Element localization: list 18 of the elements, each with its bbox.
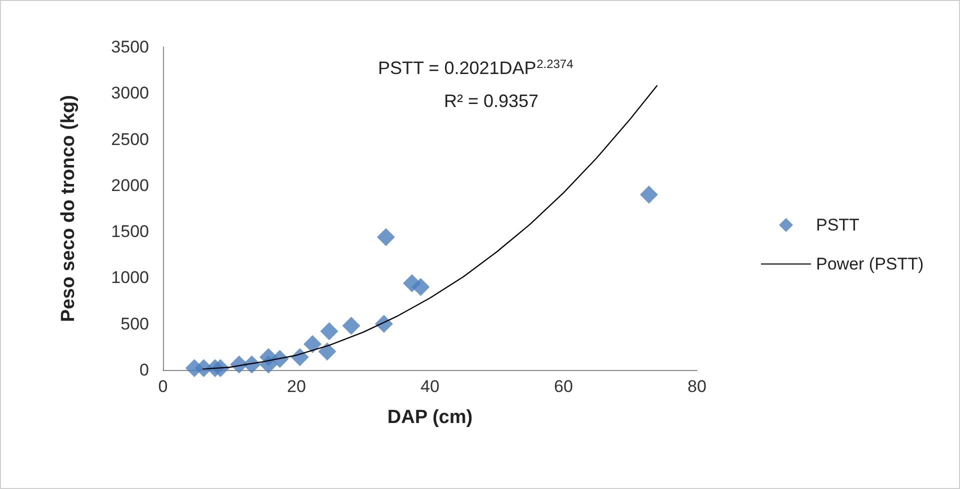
x-tick-label: 40 (420, 377, 440, 396)
x-tick-label: 60 (554, 377, 573, 396)
y-tick-label: 3000 (111, 84, 149, 103)
y-tick-label: 0 (140, 360, 149, 380)
x-tick-label: 80 (688, 377, 706, 396)
y-tick-label: 500 (120, 314, 149, 334)
legend-label: PSTT (816, 216, 860, 234)
y-tick-label: 2000 (111, 176, 149, 195)
y-tick-label: 1500 (111, 222, 149, 242)
y-axis-title: Peso seco do tronco (kg) (58, 95, 79, 322)
legend-label: Power (PSTT) (816, 254, 924, 274)
y-tick-label: 2500 (111, 130, 149, 149)
annotation: R² = 0.9357 (444, 91, 539, 111)
x-tick-label: 0 (158, 377, 168, 396)
y-tick-label: 1000 (111, 268, 149, 288)
y-tick-label: 3500 (111, 38, 149, 56)
x-tick-label: 20 (287, 377, 306, 396)
x-axis-title: DAP (cm) (387, 407, 473, 428)
